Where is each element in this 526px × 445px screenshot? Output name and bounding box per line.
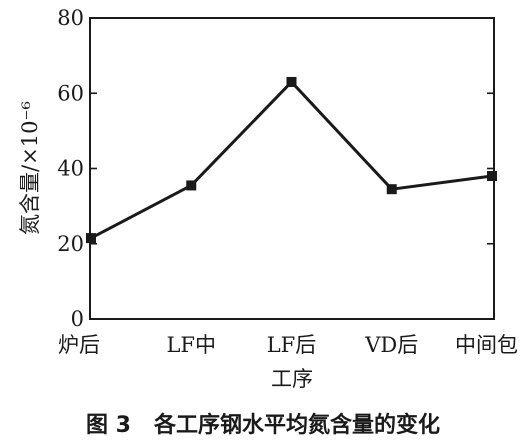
x-tick-label: LF后 <box>267 333 317 357</box>
x-axis: 炉后 LF中 LF后 VD后 中间包 <box>58 333 518 357</box>
x-tick-label: LF中 <box>166 333 216 357</box>
x-tick-label: 炉后 <box>58 333 100 357</box>
data-point-marker <box>186 180 197 191</box>
data-point-marker <box>86 233 96 244</box>
x-tick-label: VD后 <box>364 333 418 357</box>
plot-frame <box>89 17 495 320</box>
figure-caption: 图 3 各工序钢水平均氮含量的变化 <box>86 412 440 438</box>
y-tick-label: 0 <box>71 307 84 331</box>
x-axis-title: 工序 <box>271 367 313 391</box>
y-tick-label: 60 <box>57 81 84 105</box>
data-point-marker <box>487 171 497 182</box>
series-line <box>90 79 493 240</box>
y-tick-label: 40 <box>57 157 84 181</box>
data-point-marker <box>286 76 297 87</box>
y-tick-label: 80 <box>57 6 84 30</box>
y-axis: 0 20 40 60 80 <box>57 6 494 331</box>
data-point-marker <box>386 184 397 195</box>
y-axis-title: 氮含量/×10⁻⁶ <box>18 101 42 235</box>
y-tick-label: 20 <box>57 232 84 256</box>
data-markers <box>86 76 497 244</box>
x-tick-label: 中间包 <box>455 333 518 357</box>
